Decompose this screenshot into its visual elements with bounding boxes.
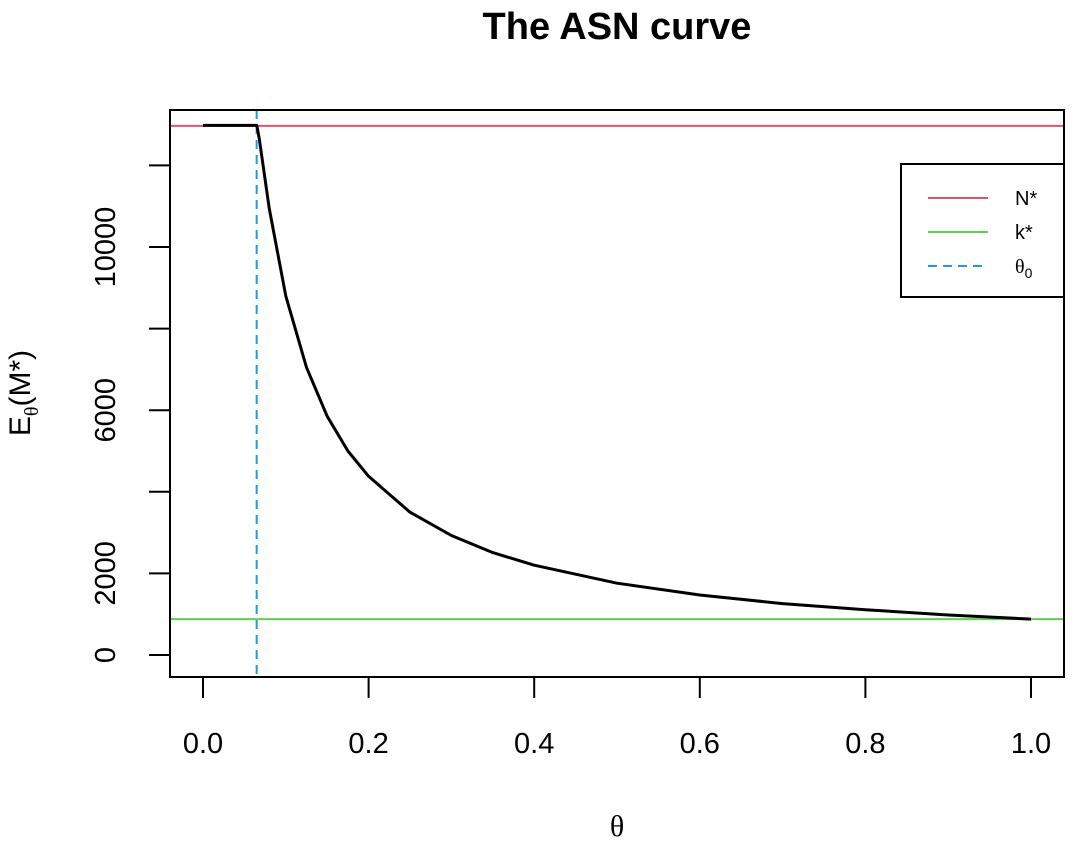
asn-curve-line: [203, 123, 1032, 621]
x-tick-label: 0.6: [680, 728, 720, 760]
legend-theta-subscript: 0: [1025, 265, 1033, 281]
legend-theta-symbol: θ: [1015, 256, 1025, 278]
y-axis: 0 2000 6000 10000: [90, 164, 171, 663]
x-tick-label: 1.0: [1011, 728, 1051, 760]
y-tick-label: 10000: [90, 207, 122, 288]
y-axis-title: Eθ(M*): [4, 350, 43, 436]
y-axis-title-main: E: [4, 416, 37, 436]
x-tick-label: 0.4: [514, 728, 554, 760]
x-tick-label: 0.0: [183, 728, 223, 760]
y-axis-title-subscript: θ: [21, 407, 43, 417]
legend-k-star-label: k*: [1015, 222, 1033, 244]
legend-box: [900, 163, 1065, 298]
legend-n-star-label: N*: [1015, 188, 1037, 210]
chart-title: The ASN curve: [483, 6, 752, 48]
x-tick-label: 0.2: [348, 728, 388, 760]
legend: N* k* θ0: [900, 163, 1065, 298]
y-tick-label: 0: [90, 647, 122, 663]
y-tick-label: 2000: [90, 541, 122, 606]
legend-theta0-label: θ0: [1015, 256, 1033, 281]
x-axis-title: θ: [610, 810, 624, 843]
y-tick-label: 6000: [90, 378, 122, 443]
y-axis-title-suffix: (M*): [4, 350, 37, 407]
x-tick-label: 0.8: [845, 728, 885, 760]
x-axis: 0.0 0.2 0.4 0.6 0.8 1.0: [183, 676, 1051, 760]
